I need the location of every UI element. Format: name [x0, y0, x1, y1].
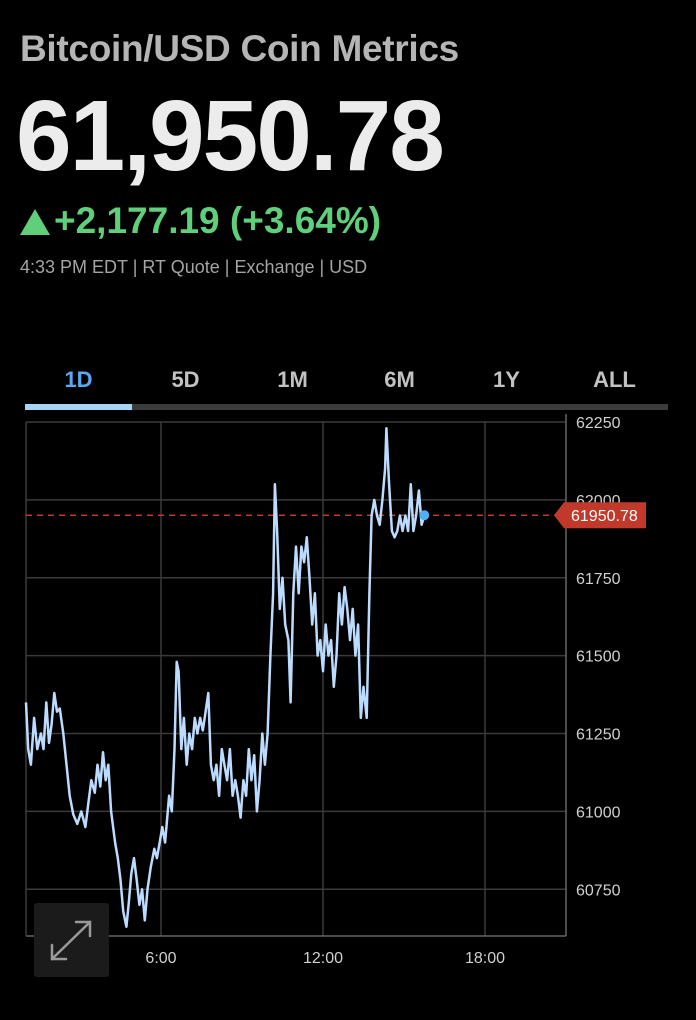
tab-1m[interactable]: 1M	[277, 367, 308, 392]
y-tick-label: 61000	[576, 804, 621, 821]
x-tick-label: 6:00	[145, 950, 176, 967]
x-tick-label: 12:00	[303, 950, 343, 967]
price-change-value: +2,177.19 (+3.64%)	[54, 200, 382, 241]
active-tab-indicator	[25, 404, 132, 410]
expand-arrows-icon	[50, 920, 92, 961]
timeframe-tabs: 1D 5D 1M 6M 1Y ALL	[25, 358, 668, 410]
current-price: 61,950.78	[16, 80, 445, 192]
tab-6m[interactable]: 6M	[384, 367, 415, 392]
y-tick-label: 61750	[576, 571, 621, 588]
price-change: +2,177.19 (+3.64%)	[20, 200, 381, 242]
instrument-title: Bitcoin/USD Coin Metrics	[20, 28, 459, 69]
tab-5d[interactable]: 5D	[171, 367, 200, 392]
last-price-tag-label: 61950.78	[571, 508, 638, 525]
y-tick-label: 61250	[576, 727, 621, 744]
quote-meta: 4:33 PM EDT | RT Quote | Exchange | USD	[20, 257, 368, 277]
y-tick-label: 61500	[576, 649, 621, 666]
tab-all[interactable]: ALL	[593, 367, 636, 392]
x-tick-label: 18:00	[465, 950, 505, 967]
triangle-up-icon	[20, 209, 50, 235]
expand-chart-button[interactable]	[34, 903, 109, 977]
tab-1d[interactable]: 1D	[64, 367, 93, 392]
price-series-line	[24, 426, 426, 928]
y-tick-label: 60750	[576, 882, 621, 899]
last-price-dot	[419, 510, 430, 521]
y-tick-label: 62250	[576, 415, 621, 432]
last-price-tag	[554, 502, 646, 529]
tab-track	[25, 404, 668, 410]
tab-1y[interactable]: 1Y	[493, 367, 520, 392]
